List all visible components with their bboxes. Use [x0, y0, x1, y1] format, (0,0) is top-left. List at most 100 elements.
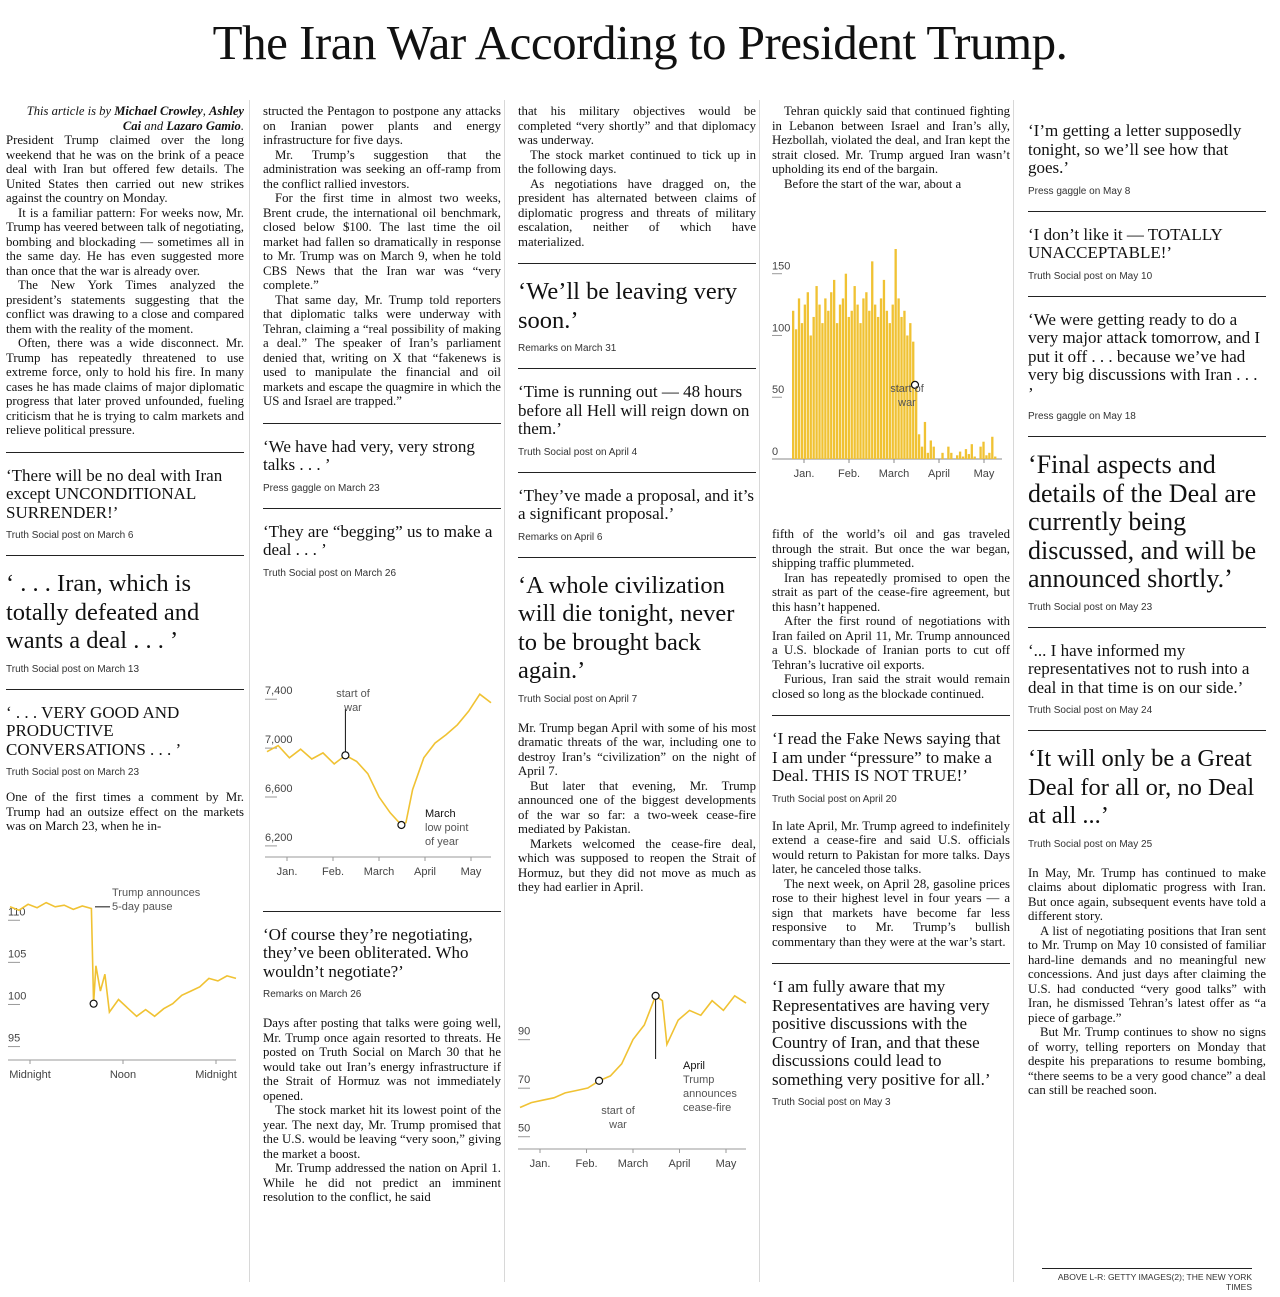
bar — [958, 451, 962, 459]
paragraph: that his military objectives would be co… — [518, 104, 756, 147]
bar — [821, 323, 824, 459]
quote-source: Truth Social post on March 26 — [263, 567, 397, 579]
bar — [988, 452, 991, 459]
paragraph: But Mr. Trump continues to show no signs… — [1028, 1025, 1266, 1097]
bar — [853, 286, 856, 459]
bar — [967, 454, 971, 459]
paragraph: The stock market hit its lowest point of… — [263, 1103, 501, 1161]
annotation-label: start of — [890, 383, 925, 395]
divider — [6, 555, 244, 556]
x-tick-label: Feb. — [575, 1158, 597, 1170]
bar — [894, 249, 897, 459]
annotation-marker — [397, 820, 406, 829]
y-tick-label: 105 — [8, 948, 26, 960]
annotation-label: start of — [336, 688, 371, 700]
annotation-label: cease-fire — [683, 1102, 731, 1114]
pull-quote: ‘They’ve made a proposal, and it’s a sig… — [518, 485, 755, 523]
bar — [874, 304, 877, 459]
divider — [6, 451, 244, 453]
bar — [876, 316, 880, 459]
bar — [947, 446, 950, 459]
bar — [941, 452, 944, 459]
bar — [850, 310, 853, 459]
pull-quote: ‘It will only be a Great Deal for all or… — [1028, 745, 1255, 829]
annotation-label: war — [343, 702, 362, 714]
bar — [926, 452, 930, 459]
bar — [847, 316, 850, 459]
annotation-label: 5-day pause — [112, 901, 173, 913]
column-1: This article is by Michael Crowley, Ashl… — [6, 104, 244, 1100]
y-tick-label: 50 — [772, 384, 784, 396]
bar — [862, 298, 865, 459]
annotation-label: low point — [425, 822, 468, 834]
series-line — [519, 994, 747, 1108]
bar — [982, 441, 985, 459]
bar — [835, 323, 839, 459]
quote-source: Truth Social post on May 24 — [1028, 705, 1153, 716]
strait-shipping-chart-svg: 0 50 100 150 Jan. Feb. March April May start of wa… — [772, 249, 1002, 480]
y-tick-label: 50 — [518, 1122, 530, 1134]
bar — [815, 286, 818, 459]
quote-source: Truth Social post on March 13 — [6, 663, 140, 675]
annotation-label: Trump — [683, 1074, 714, 1086]
paragraph: Often, there was a wide disconnect. Mr. … — [6, 336, 244, 437]
x-tick-label: Midnight — [195, 1069, 237, 1081]
paragraph: Tehran quickly said that continued fight… — [772, 104, 1010, 176]
annotation-label: war — [608, 1119, 627, 1131]
pull-quote: ‘There will be no deal with Iran except … — [6, 465, 223, 522]
oil-price-chart-svg: 50 70 90 Jan. Feb. March April May start of war Ap… — [518, 991, 747, 1170]
annotation-marker — [910, 380, 920, 389]
bar — [797, 298, 801, 459]
divider — [518, 368, 756, 369]
bar — [915, 384, 918, 459]
quote-source: Truth Social post on May 25 — [1028, 838, 1153, 850]
column-rule — [249, 100, 250, 1282]
annotation-label: Trump announces — [112, 887, 201, 899]
bar — [961, 456, 965, 459]
divider — [263, 422, 501, 424]
quote-source: Remarks on March 26 — [263, 989, 362, 1000]
bar — [912, 341, 915, 459]
paragraph: In May, Mr. Trump has continued to make … — [1028, 865, 1266, 924]
bar — [882, 279, 886, 459]
bar — [903, 310, 906, 459]
series-line — [9, 901, 237, 1017]
author-name[interactable]: Ashley Cai — [122, 104, 244, 133]
paragraph: That same day, Mr. Trump told reporters … — [263, 292, 501, 409]
bar — [824, 298, 827, 459]
column-2: structed the Pentagon to postpone any at… — [263, 104, 501, 1205]
bar — [818, 304, 821, 459]
divider — [1028, 295, 1266, 297]
photo-credit: ABOVE L-R: GETTY IMAGES(2); THE NEW YORK… — [1042, 1268, 1252, 1292]
bar — [868, 310, 871, 459]
paragraph: The stock market continued to tick up in… — [518, 147, 756, 177]
x-tick-label: May — [461, 866, 482, 878]
divider — [263, 910, 501, 912]
bar — [809, 335, 812, 459]
y-tick-label: 6,600 — [265, 783, 293, 795]
divider — [6, 688, 244, 690]
y-tick-label: 0 — [772, 446, 778, 458]
pull-quote: ‘We were getting ready to do a very majo… — [1028, 309, 1261, 403]
pull-quote: ‘Time is running out — 48 hours before a… — [518, 382, 750, 438]
x-tick-label: Jan. — [277, 866, 298, 878]
pull-quote: ‘ . . . Iran, which is totally defeated … — [6, 570, 200, 654]
author-name[interactable]: Lazaro Gamio — [166, 118, 241, 133]
quote-source: Truth Social post on March 6 — [6, 530, 134, 541]
column-rule — [504, 100, 505, 1282]
annotation-label: of year — [425, 836, 459, 848]
bar — [888, 323, 891, 459]
y-tick-label: 95 — [8, 1032, 20, 1044]
x-tick-label: Jan. — [794, 468, 815, 480]
y-tick-label: 6,200 — [265, 831, 293, 843]
divider — [772, 715, 1010, 716]
x-tick-label: Noon — [110, 1069, 136, 1081]
quote-source: Remarks on April 6 — [518, 531, 603, 543]
x-tick-label: April — [928, 468, 950, 480]
author-name[interactable]: Michael Crowley — [114, 104, 203, 118]
paragraph: Mr. Trump’s suggestion that the administ… — [263, 147, 501, 191]
divider — [518, 556, 756, 558]
bar — [991, 436, 994, 459]
quote-source: Truth Social post on March 23 — [6, 767, 140, 778]
paragraph: Furious, Iran said the strait would rema… — [772, 672, 1010, 701]
